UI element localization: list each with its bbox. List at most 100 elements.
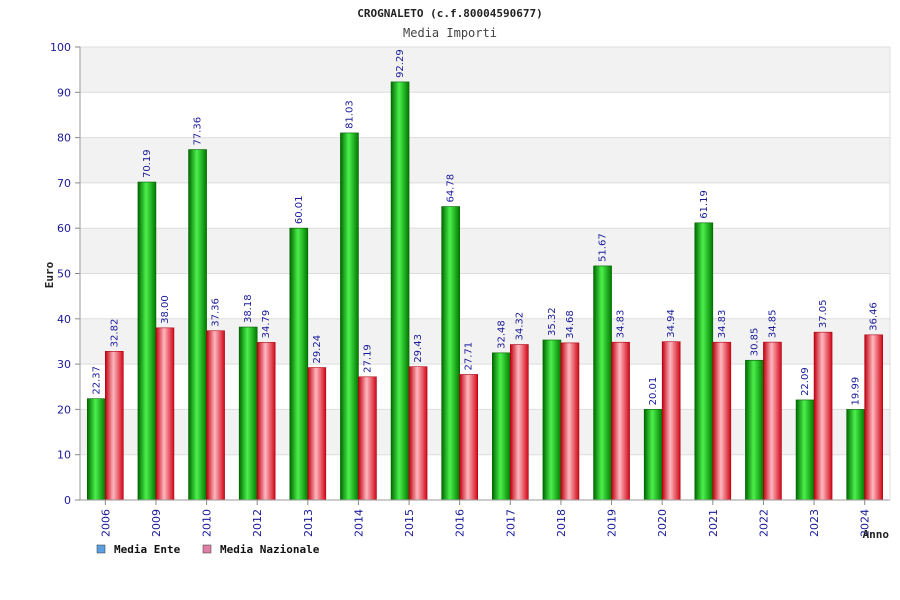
x-tick-label-2021: 2021 — [707, 509, 720, 537]
value-label-media-ente-2022: 30.85 — [749, 328, 760, 357]
bar-media-ente-2016 — [441, 206, 460, 501]
bar-media-nazionale-2012 — [256, 342, 276, 501]
value-label-media-ente-2024: 19.99 — [851, 377, 862, 406]
chart-subtitle: Media Importi — [403, 26, 497, 40]
value-label-media-ente-2020: 20.01 — [648, 377, 659, 406]
x-tick-label-2016: 2016 — [454, 509, 467, 537]
value-label-media-nazionale-2012: 34.79 — [261, 310, 272, 339]
x-tick-label-2024: 2024 — [859, 509, 872, 537]
bar-media-ente-2019 — [593, 265, 612, 501]
x-tick-label-2010: 2010 — [201, 509, 214, 537]
value-label-media-nazionale-2014: 27.19 — [362, 344, 373, 373]
x-tick-label-2018: 2018 — [555, 509, 568, 537]
y-tick-label: 100 — [50, 41, 71, 54]
bar-media-nazionale-2018 — [560, 342, 580, 501]
bar-media-ente-2010 — [188, 149, 207, 501]
bar-media-ente-2024 — [846, 409, 865, 501]
value-label-media-ente-2021: 61.19 — [699, 190, 710, 219]
value-label-media-ente-2012: 38.18 — [243, 294, 254, 323]
legend-swatch-media-ente — [96, 544, 106, 554]
bar-media-ente-2015 — [390, 81, 410, 501]
x-tick-label-2015: 2015 — [403, 509, 416, 537]
value-label-media-nazionale-2022: 34.85 — [767, 309, 778, 338]
y-tick-label: 90 — [57, 86, 71, 99]
bar-media-nazionale-2023 — [813, 331, 833, 501]
bar-media-nazionale-2006 — [105, 351, 124, 501]
bar-media-ente-2020 — [643, 409, 663, 501]
plot-band — [80, 228, 890, 274]
bar-media-nazionale-2014 — [358, 376, 377, 501]
bar-media-ente-2012 — [238, 326, 258, 501]
x-tick-label-2006: 2006 — [99, 509, 112, 537]
value-label-media-ente-2014: 81.03 — [344, 100, 355, 129]
bar-media-nazionale-2009 — [155, 327, 175, 501]
y-tick-label: 40 — [57, 313, 71, 326]
value-label-media-nazionale-2018: 34.68 — [565, 310, 576, 339]
bar-media-ente-2023 — [795, 399, 815, 501]
y-tick-label: 70 — [57, 177, 71, 190]
x-tick-label-2022: 2022 — [757, 509, 770, 537]
value-labels: 22.37 32.82 70.19 38.00 77.36 37.36 38.18 34.79… — [91, 49, 879, 405]
value-label-media-nazionale-2016: 27.71 — [464, 342, 475, 371]
y-axis-label: Euro — [43, 261, 56, 288]
y-tick-label: 80 — [57, 132, 71, 145]
bar-media-ente-2018 — [542, 339, 562, 501]
x-axis-label: Anno — [863, 528, 890, 541]
x-tick-label-2017: 2017 — [504, 509, 517, 537]
y-tick-label: 0 — [64, 494, 71, 507]
value-label-media-ente-2015: 92.29 — [395, 49, 406, 78]
value-label-media-nazionale-2017: 34.32 — [514, 312, 525, 341]
bar-media-nazionale-2022 — [763, 341, 782, 501]
bar-media-nazionale-2016 — [459, 374, 478, 501]
value-label-media-ente-2018: 35.32 — [547, 307, 558, 336]
y-tick-label: 50 — [57, 268, 71, 281]
plot-band — [80, 47, 890, 93]
y-tick-label: 30 — [57, 358, 71, 371]
value-label-media-ente-2016: 64.78 — [446, 174, 457, 203]
y-tick-label: 60 — [57, 222, 71, 235]
bar-media-nazionale-2017 — [510, 344, 529, 501]
x-tick-label-2019: 2019 — [606, 509, 619, 537]
y-axis-ticks: 0 10 20 30 40 50 60 70 80 90 100 — [50, 41, 80, 507]
x-tick-label-2009: 2009 — [150, 509, 163, 537]
axes — [79, 47, 891, 501]
legend-label-media-nazionale: Media Nazionale — [220, 543, 320, 556]
legend-label-media-ente: Media Ente — [114, 543, 181, 556]
bar-media-nazionale-2024 — [864, 334, 883, 501]
bar-media-nazionale-2019 — [611, 341, 630, 501]
value-label-media-nazionale-2020: 34.94 — [666, 309, 677, 338]
value-label-media-ente-2009: 70.19 — [142, 149, 153, 178]
bar-media-ente-2013 — [289, 227, 309, 501]
value-label-media-ente-2019: 51.67 — [598, 233, 609, 262]
value-label-media-nazionale-2021: 34.83 — [717, 310, 728, 339]
legend: Media Ente Media Nazionale — [96, 543, 320, 556]
legend-swatch-media-nazionale — [202, 544, 212, 554]
value-label-media-nazionale-2009: 38.00 — [160, 295, 171, 324]
x-axis-ticks: 2006 2009 2010 2012 2013 2014 2015 2016 2017 2018… — [99, 500, 872, 537]
bar-media-ente-2006 — [87, 398, 106, 501]
value-label-media-nazionale-2015: 29.43 — [413, 334, 424, 363]
value-label-media-ente-2023: 22.09 — [800, 367, 811, 396]
x-tick-label-2014: 2014 — [352, 509, 365, 537]
bar-media-ente-2014 — [340, 132, 359, 501]
y-tick-label: 20 — [57, 403, 71, 416]
bar-media-ente-2021 — [694, 222, 714, 501]
x-tick-label-2013: 2013 — [302, 509, 315, 537]
bar-media-nazionale-2021 — [712, 341, 732, 501]
bar-media-ente-2009 — [137, 181, 157, 501]
bar-media-nazionale-2015 — [408, 366, 428, 501]
bar-media-ente-2022 — [745, 359, 764, 501]
bar-media-nazionale-2020 — [661, 341, 681, 501]
value-label-media-nazionale-2010: 37.36 — [211, 298, 222, 327]
chart-title: CROGNALETO (c.f.80004590677) — [357, 7, 542, 20]
plot-band — [80, 182, 890, 229]
bar-media-nazionale-2010 — [206, 330, 225, 501]
x-tick-label-2023: 2023 — [808, 509, 821, 537]
plot-band — [80, 273, 890, 319]
x-tick-label-2012: 2012 — [251, 509, 264, 537]
plot-band — [80, 137, 890, 183]
bar-media-nazionale-2013 — [307, 367, 327, 501]
x-tick-label-2020: 2020 — [656, 509, 669, 537]
plot-band — [80, 92, 890, 138]
